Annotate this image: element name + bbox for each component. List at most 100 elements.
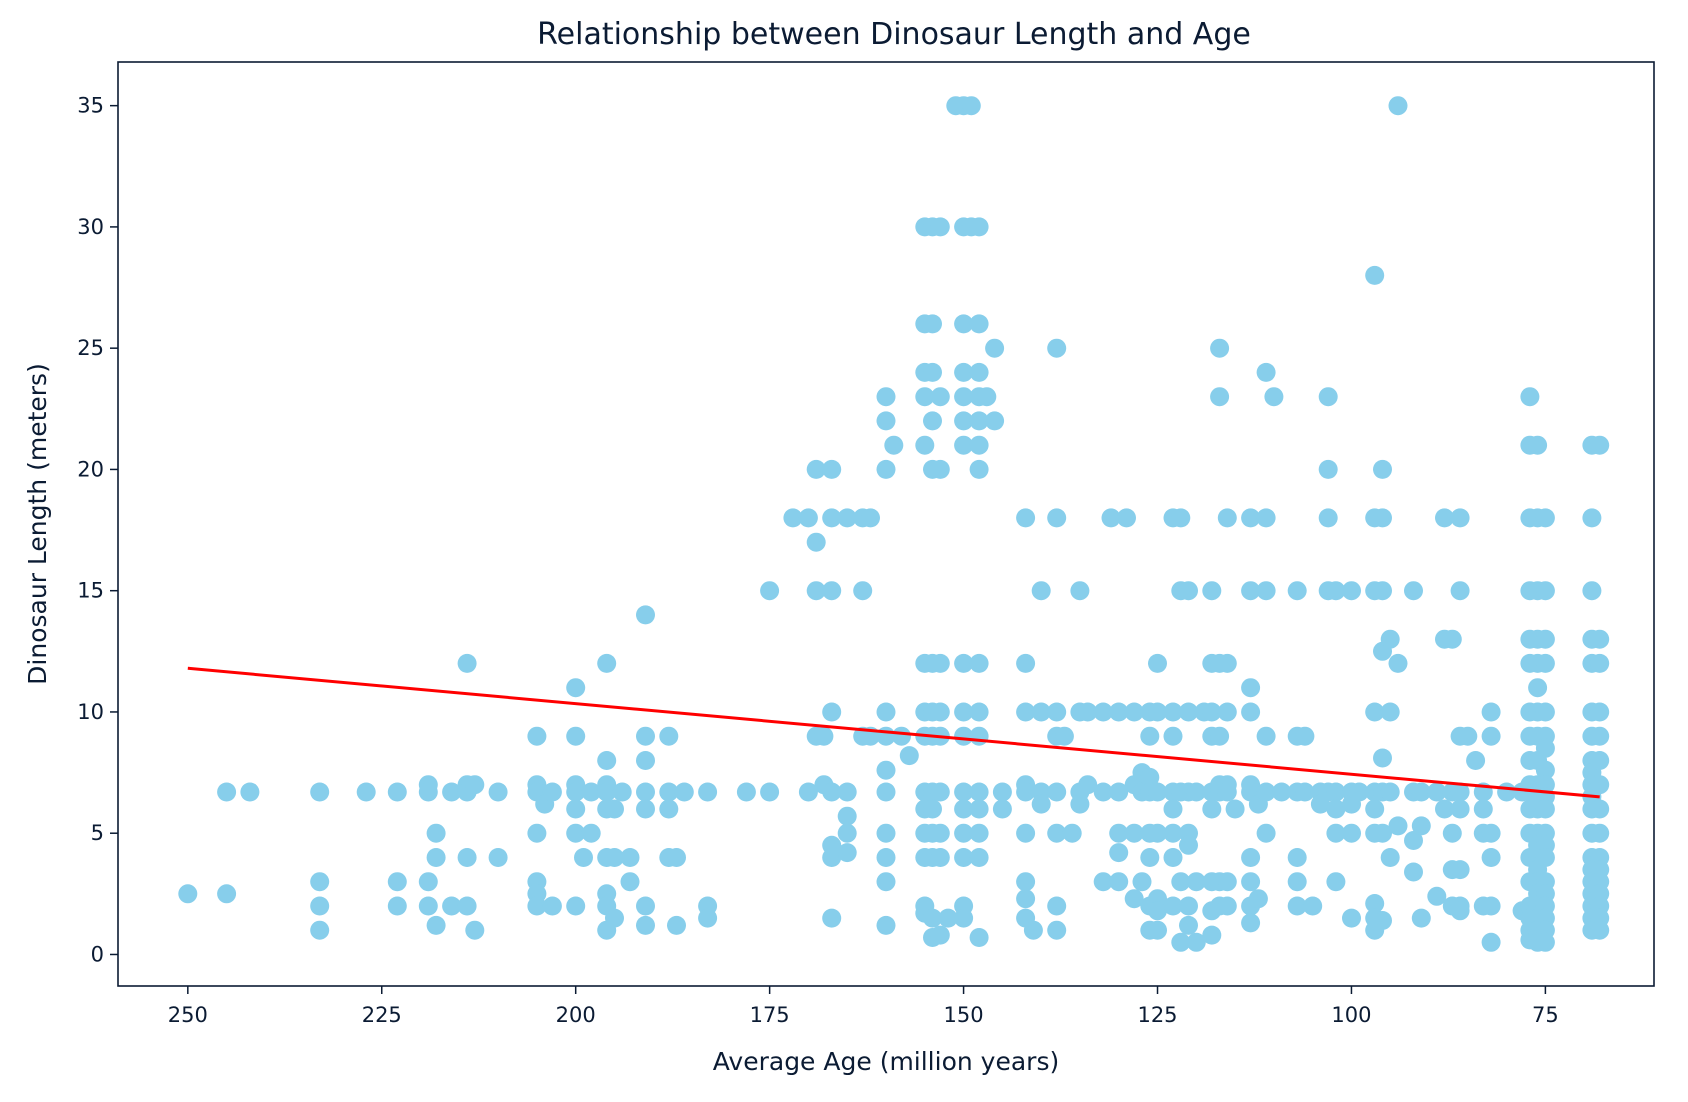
data-point (1109, 702, 1129, 722)
data-point (581, 823, 601, 843)
data-point (418, 896, 438, 916)
data-point (969, 823, 989, 843)
data-point (667, 915, 686, 935)
data-point (822, 702, 842, 722)
data-point (736, 782, 756, 802)
data-point (581, 782, 601, 802)
data-point (465, 920, 485, 940)
data-point (659, 726, 679, 746)
data-point (426, 823, 446, 843)
data-point (1481, 823, 1501, 843)
data-point (1148, 823, 1167, 843)
data-point (1411, 816, 1431, 836)
data-point (798, 508, 818, 528)
data-point (310, 896, 330, 916)
data-point (1109, 843, 1129, 863)
data-point (1124, 889, 1144, 909)
data-point (783, 508, 803, 528)
data-point (1318, 387, 1338, 407)
data-point (659, 799, 679, 819)
y-tick-label: 35 (77, 94, 104, 118)
data-point (969, 435, 989, 455)
data-point (1217, 872, 1237, 892)
data-point (954, 435, 974, 455)
data-point (1535, 702, 1555, 722)
data-point (930, 217, 950, 237)
data-point (1148, 782, 1167, 802)
data-point (1047, 338, 1067, 358)
data-point (488, 848, 508, 867)
y-axis-label: Dinosaur Length (meters) (23, 363, 52, 685)
data-point (876, 459, 896, 479)
data-point (1047, 896, 1067, 916)
data-point (1380, 848, 1400, 867)
y-tick-label: 0 (91, 942, 104, 966)
data-point (915, 387, 935, 407)
data-point (1241, 872, 1261, 892)
data-point (217, 782, 237, 802)
data-point (1241, 678, 1261, 698)
data-point (542, 782, 562, 802)
chart-title: Relationship between Dinosaur Length and… (537, 17, 1251, 52)
data-point (1590, 823, 1610, 843)
data-point (1140, 848, 1160, 867)
data-point (442, 896, 462, 916)
y-axis-ticks: 0 5 10 15 20 25 30 35 (77, 94, 118, 966)
data-point (1481, 726, 1501, 746)
data-point (620, 848, 640, 867)
data-point (969, 653, 989, 673)
data-point (1109, 823, 1129, 843)
x-tick-label: 250 (168, 1003, 208, 1027)
x-tick-label: 125 (1137, 1003, 1177, 1027)
data-point (1148, 920, 1167, 940)
data-point (1256, 726, 1276, 746)
data-point (876, 411, 896, 431)
data-point (1217, 702, 1237, 722)
data-point (356, 782, 376, 802)
data-point (969, 782, 989, 802)
data-point (1450, 799, 1470, 819)
data-point (930, 848, 950, 867)
data-point (636, 915, 655, 935)
data-point (1101, 508, 1121, 528)
data-point (1163, 702, 1183, 722)
data-point (1373, 823, 1392, 843)
data-point (930, 653, 950, 673)
data-point (1535, 738, 1555, 758)
data-point (1171, 932, 1191, 952)
data-point (1256, 782, 1276, 802)
data-point (1256, 823, 1276, 843)
data-point (1179, 835, 1198, 855)
data-point (1380, 782, 1400, 802)
data-point (1535, 848, 1555, 867)
data-point (1179, 702, 1198, 722)
data-point (1148, 653, 1167, 673)
data-point (698, 908, 718, 928)
data-point (1256, 581, 1276, 601)
data-point (217, 884, 237, 904)
y-tick-label: 25 (77, 336, 104, 360)
data-point (1590, 920, 1610, 940)
data-point (969, 928, 989, 947)
data-point (542, 896, 562, 916)
data-point (1179, 581, 1198, 601)
data-point (1210, 387, 1230, 407)
data-point (1124, 823, 1144, 843)
data-point (1388, 816, 1408, 836)
data-point (1070, 794, 1090, 814)
data-point (876, 387, 896, 407)
data-point (1590, 653, 1610, 673)
x-tick-label: 100 (1331, 1003, 1371, 1027)
data-point (806, 459, 826, 479)
data-point (1303, 896, 1323, 916)
data-point (465, 775, 485, 795)
data-point (636, 896, 655, 916)
data-point (1054, 726, 1074, 746)
data-point (605, 848, 624, 867)
data-point (969, 362, 989, 382)
data-point (1520, 387, 1540, 407)
data-point (837, 806, 857, 826)
data-point (1318, 508, 1338, 528)
data-point (674, 782, 694, 802)
